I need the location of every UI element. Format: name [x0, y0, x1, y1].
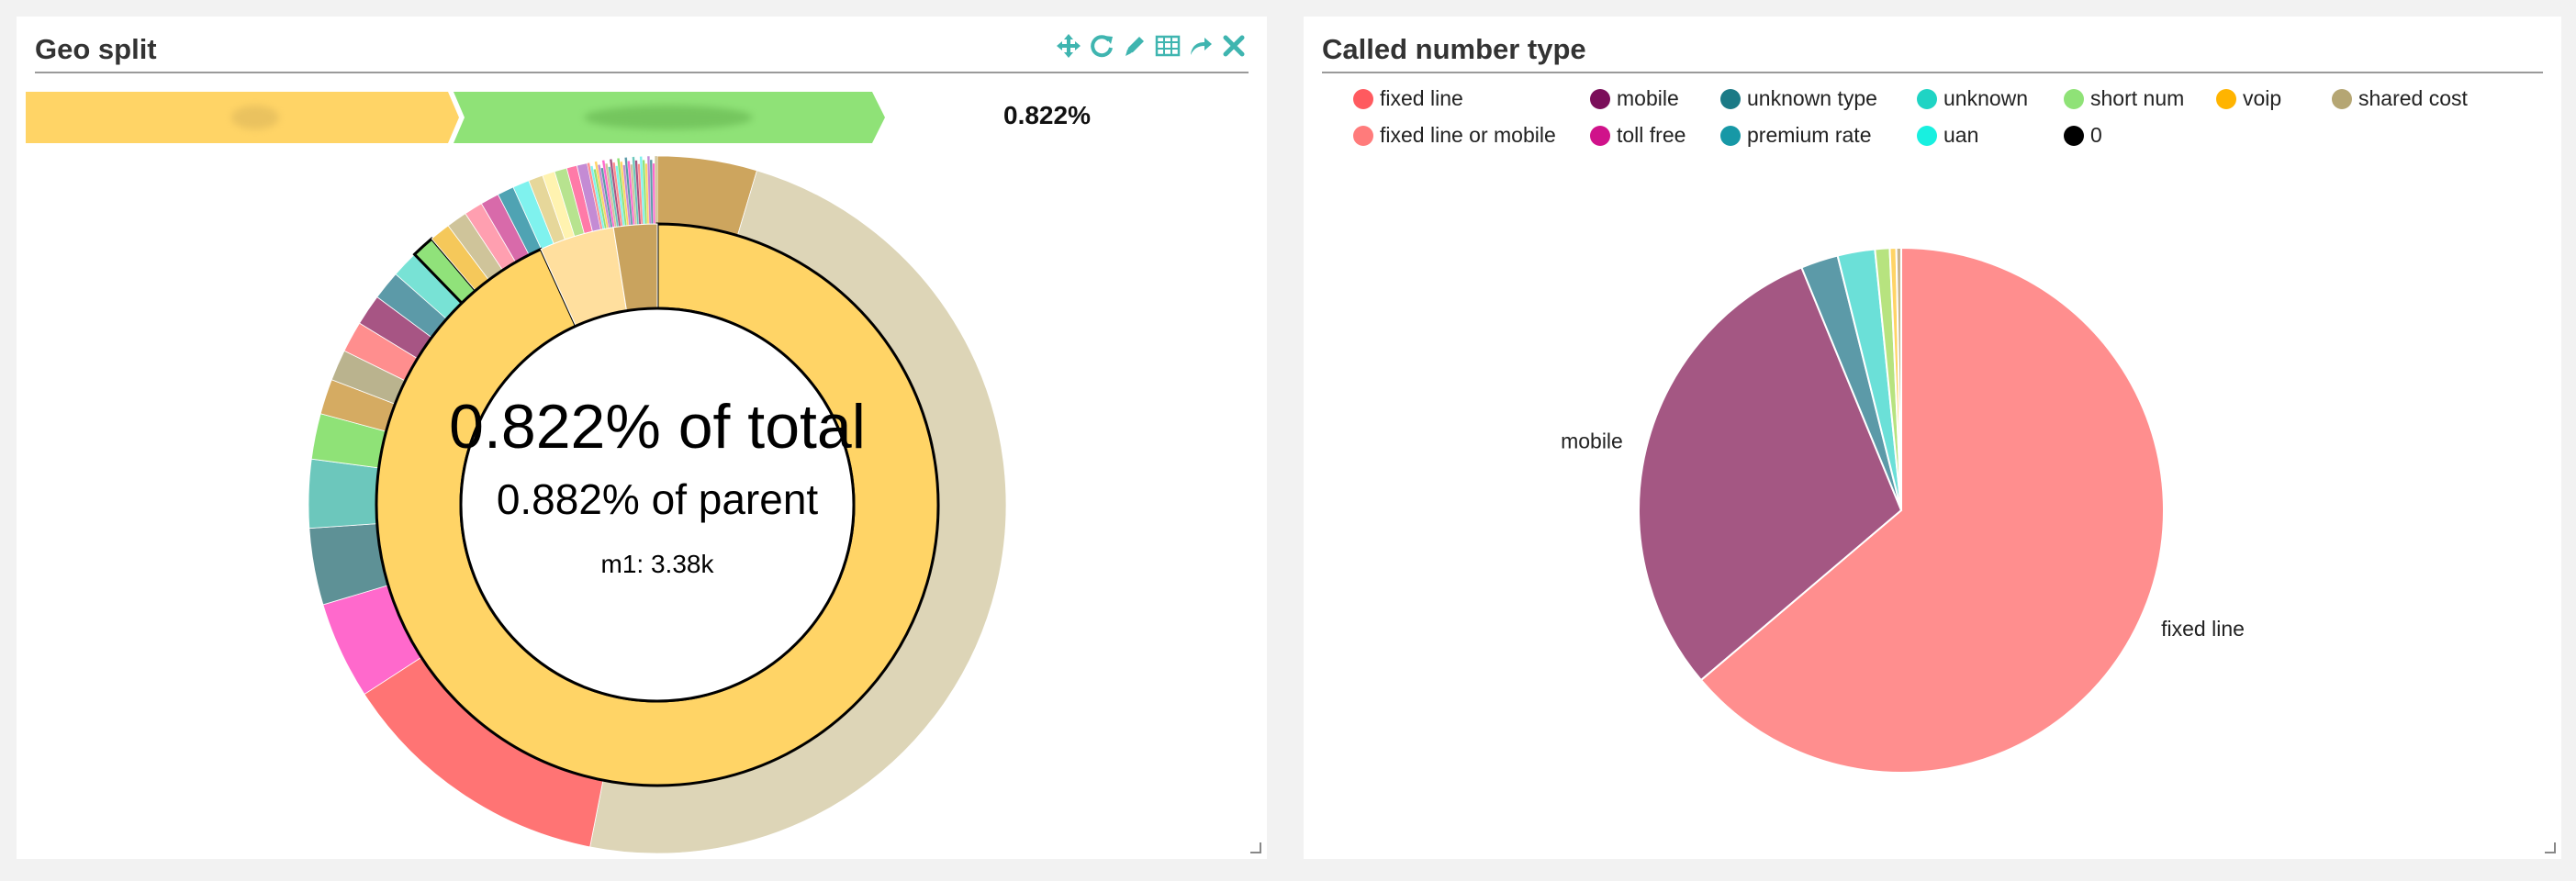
panel-title: Called number type	[1322, 33, 1586, 65]
legend-swatch	[2064, 88, 2084, 109]
legend-swatch	[1590, 88, 1610, 109]
legend-swatch	[1590, 125, 1610, 146]
legend-label: voip	[2243, 86, 2282, 110]
pie-slices	[1638, 246, 2165, 774]
legend-label: shared cost	[2358, 86, 2468, 110]
legend-label: short num	[2090, 86, 2185, 110]
panel-title: Geo split	[35, 33, 157, 65]
sunburst-center	[459, 307, 856, 703]
legend-swatch	[1720, 88, 1741, 109]
sunburst-inner-ring	[375, 222, 940, 787]
sunburst-outer-slice-6[interactable]	[308, 458, 380, 530]
sunburst-chart: 0.822% of total 0.882% of parent m1: 3.3…	[308, 156, 1007, 853]
legend-label: premium rate	[1747, 123, 1872, 147]
legend-swatch	[2216, 88, 2236, 109]
panel-toolbar	[1054, 31, 1249, 61]
sunburst-outer-small-slice[interactable]	[655, 156, 658, 225]
legend-item[interactable]: shared cost	[2332, 86, 2468, 111]
pie-slice-label: fixed line	[2161, 617, 2245, 641]
breadcrumb	[26, 92, 885, 143]
pie-slice-label: mobile	[1561, 429, 1623, 452]
called-number-type-panel: Called number type fixed line mobile unkno…	[1304, 17, 2561, 859]
legend-swatch	[2332, 88, 2352, 109]
legend-label: uan	[1943, 123, 1979, 147]
legend-swatch	[1917, 88, 1937, 109]
resize-handle[interactable]	[2545, 842, 2556, 853]
pie-chart: mobile fixed line	[1561, 246, 2245, 774]
legend-swatch	[1917, 125, 1937, 146]
legend-item[interactable]: premium rate	[1720, 123, 1871, 148]
pie-legend: fixed line mobile unknown type unknown short…	[1353, 86, 2537, 160]
refresh-icon[interactable]	[1087, 31, 1116, 61]
legend-item[interactable]: short num	[2064, 86, 2184, 111]
legend-item[interactable]: uan	[1917, 123, 1978, 148]
legend-item[interactable]: mobile	[1590, 86, 1679, 111]
panel-header: Called number type	[1322, 29, 2543, 73]
legend-label: fixed line	[1380, 86, 1463, 110]
close-icon[interactable]	[1219, 31, 1249, 61]
table-icon[interactable]	[1153, 31, 1182, 61]
sunburst-outer-ring	[308, 156, 1007, 853]
breadcrumb-blurred-label-1	[231, 106, 279, 129]
pie-slice-shared-cost[interactable]	[1895, 246, 1902, 511]
pie-slice-mobile[interactable]	[1638, 266, 1903, 682]
legend-item[interactable]: unknown	[1917, 86, 2028, 111]
legend-item[interactable]: 0	[2064, 123, 2102, 148]
share-icon[interactable]	[1186, 31, 1215, 61]
legend-swatch	[1353, 88, 1373, 109]
legend-item[interactable]: fixed line or mobile	[1353, 123, 1556, 148]
legend-label: mobile	[1617, 86, 1679, 110]
center-parent-text: 0.882% of parent	[497, 475, 819, 523]
resize-handle[interactable]	[1250, 842, 1261, 853]
breadcrumb-percentage: 0.822%	[1003, 101, 1091, 129]
legend-swatch	[1720, 125, 1741, 146]
legend-label: toll free	[1617, 123, 1686, 147]
legend-item[interactable]: fixed line	[1353, 86, 1463, 111]
center-total-text: 0.822% of total	[449, 392, 866, 462]
legend-swatch	[1353, 125, 1373, 146]
geo-split-panel: Geo split 0.822%	[17, 17, 1267, 859]
pie-labels: mobile fixed line	[1561, 429, 2245, 641]
legend-label: 0	[2090, 123, 2102, 147]
legend-label: fixed line or mobile	[1380, 123, 1556, 147]
legend-label: unknown type	[1747, 86, 1877, 110]
legend-label: unknown	[1943, 86, 2029, 110]
legend-swatch	[2064, 125, 2084, 146]
legend-item[interactable]: unknown type	[1720, 86, 1877, 111]
move-icon[interactable]	[1054, 31, 1083, 61]
breadcrumb-blurred-label-2	[584, 106, 753, 129]
legend-item[interactable]: voip	[2216, 86, 2281, 111]
panel-header: Geo split	[35, 29, 1249, 73]
pie-slice-fixed-line[interactable]	[1699, 246, 2165, 774]
legend-item[interactable]: toll free	[1590, 123, 1686, 148]
center-metric-text: m1: 3.38k	[601, 550, 715, 578]
edit-icon[interactable]	[1120, 31, 1149, 61]
